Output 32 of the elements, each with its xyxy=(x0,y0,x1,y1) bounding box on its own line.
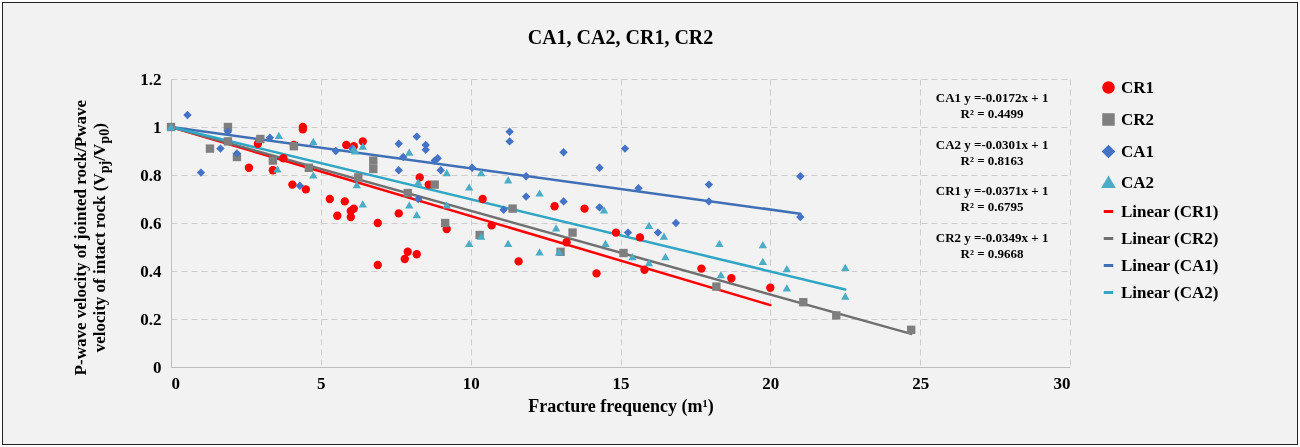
x-tick-label: 15 xyxy=(612,373,630,393)
y-tick-label: 1 xyxy=(153,117,162,137)
x-tick-label: 5 xyxy=(317,373,326,393)
x-tick-label: 20 xyxy=(762,373,780,393)
annotation: R² = 0.6795 xyxy=(960,199,1025,214)
x-tick-label: 10 xyxy=(462,373,480,393)
annotation: CA1 y =-0.0172x + 1 xyxy=(935,90,1049,105)
annotation: R² = 0.4499 xyxy=(960,106,1025,121)
x-tick-label: 30 xyxy=(1053,373,1071,393)
annotation: R² = 0.8163 xyxy=(960,152,1025,168)
legend-label: Linear (CA2) xyxy=(1121,282,1219,302)
y-tick-label: 0.2 xyxy=(140,309,162,329)
y-tick-label: 0.8 xyxy=(140,165,162,185)
y-tick-label: 0.4 xyxy=(140,261,162,281)
legend-label: Linear (CA1) xyxy=(1121,255,1219,275)
legend-label: CR1 xyxy=(1121,77,1155,97)
legend-label: Linear (CR2) xyxy=(1121,228,1219,248)
annotation: CR2 y =-0.0349x + 1 xyxy=(935,229,1049,245)
y-tick-label: 1.2 xyxy=(140,69,162,89)
legend-label: CR2 xyxy=(1121,109,1155,129)
x-tick-label: 25 xyxy=(912,373,930,393)
y-tick-label: 0.6 xyxy=(140,213,162,233)
annotation: CR1 y =-0.0371x + 1 xyxy=(935,183,1049,198)
x-tick-label: 0 xyxy=(171,373,180,393)
chart-title: CA1, CA2, CR1, CR2 xyxy=(527,26,714,48)
x-axis-title: Fracture frequency (m¹) xyxy=(528,395,714,417)
y-tick-label: 0 xyxy=(153,357,162,377)
legend-label: CA1 xyxy=(1121,141,1155,161)
legend-label: CA2 xyxy=(1121,172,1155,192)
annotation: R² = 0.9668 xyxy=(960,245,1025,261)
legend-label: Linear (CR1) xyxy=(1121,201,1219,221)
annotation: CA2 y =-0.0301x + 1 xyxy=(935,136,1049,152)
